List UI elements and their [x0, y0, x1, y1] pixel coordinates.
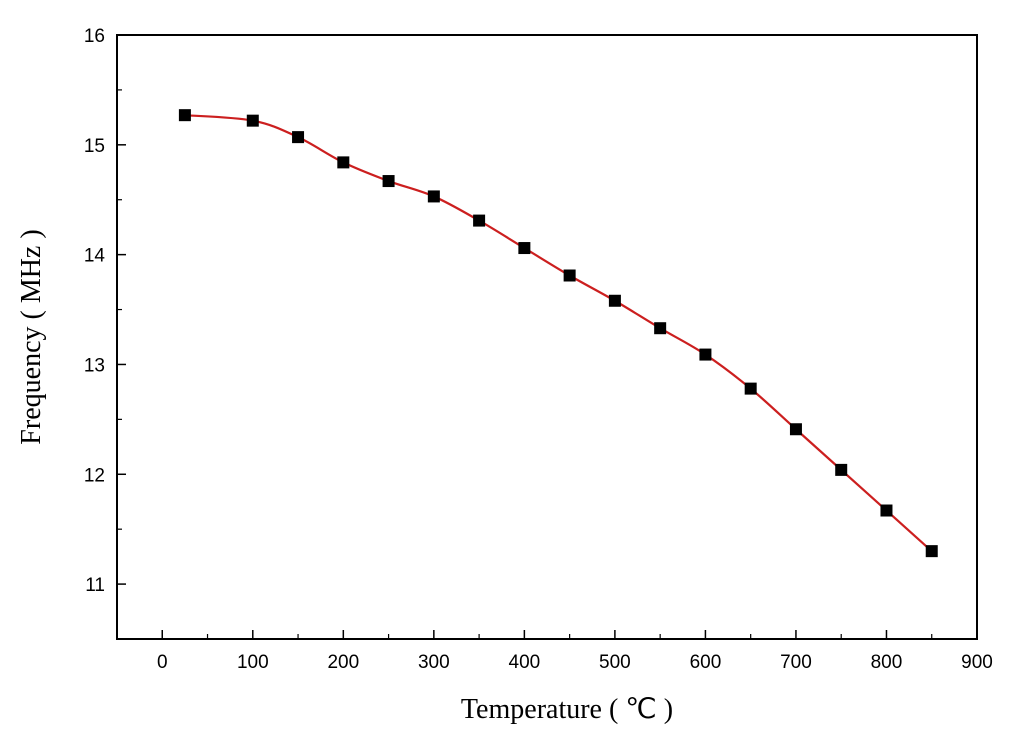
data-point	[744, 382, 757, 395]
y-tick-label: 15	[84, 136, 105, 157]
data-point	[518, 242, 531, 255]
data-point	[473, 214, 486, 227]
x-tick-label: 100	[237, 652, 269, 673]
data-point	[835, 463, 848, 476]
x-tick-label: 0	[157, 652, 168, 673]
data-point	[789, 423, 802, 436]
y-axis-ticks: 11 12 13 14 15 16	[84, 26, 126, 640]
x-tick-label: 300	[418, 652, 450, 673]
data-point	[292, 131, 305, 144]
data-point	[382, 175, 395, 188]
y-tick-label: 13	[84, 355, 105, 376]
x-axis-ticks: 0 100 200 300 400 500 600 700 800 900	[157, 630, 993, 673]
data-point	[246, 114, 259, 127]
y-tick-label: 11	[85, 575, 105, 596]
data-point	[563, 269, 576, 282]
x-axis-title: Temperature ( ℃ )	[461, 694, 673, 725]
plot-frame	[116, 34, 978, 640]
series-line	[184, 114, 933, 552]
data-point	[427, 190, 440, 203]
x-tick-label: 700	[780, 652, 812, 673]
data-markers	[178, 109, 938, 558]
x-tick-label: 500	[599, 652, 631, 673]
data-point	[337, 156, 350, 169]
x-tick-label: 900	[961, 652, 993, 673]
x-tick-label: 400	[509, 652, 541, 673]
x-tick-label: 600	[690, 652, 722, 673]
y-tick-label: 16	[84, 26, 105, 47]
x-tick-label: 200	[327, 652, 359, 673]
y-tick-label: 12	[84, 465, 105, 486]
data-point	[880, 504, 893, 517]
y-axis-title: Frequency ( MHz )	[16, 229, 47, 444]
x-tick-label: 800	[871, 652, 903, 673]
data-point	[654, 322, 667, 335]
data-point	[699, 348, 712, 361]
data-point	[178, 109, 191, 122]
data-point	[925, 545, 938, 558]
data-point	[608, 294, 621, 307]
y-tick-label: 14	[84, 246, 106, 267]
